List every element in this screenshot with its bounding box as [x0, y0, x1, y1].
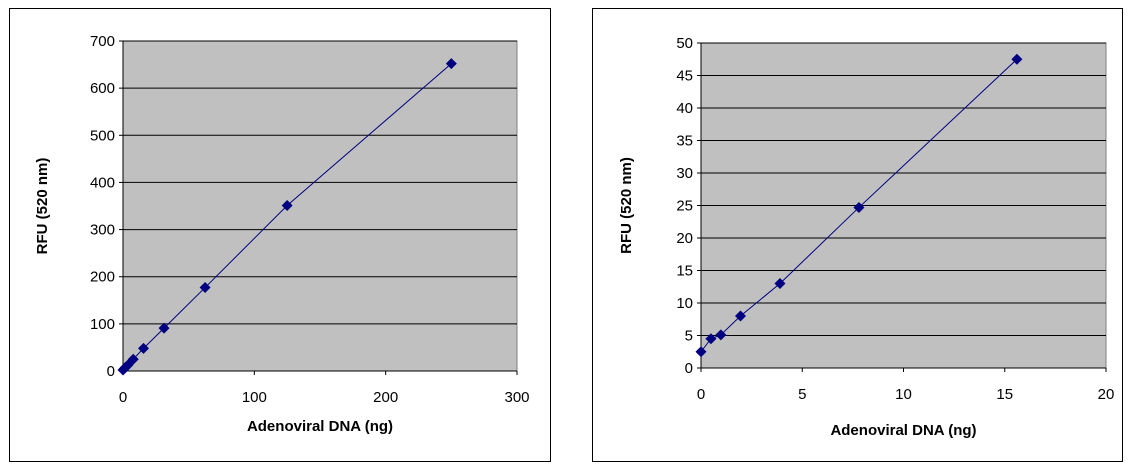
chart-left-svg: 0 100 200 300 400 500 600 700 0 100 200 300 Adenovir…: [34, 33, 530, 435]
left-data-point: [137, 342, 149, 354]
left-data-point: [445, 58, 457, 70]
left-y-tick-label: 0: [107, 363, 115, 380]
left-x-tick-label: 200: [373, 389, 398, 406]
left-x-tick-label: 0: [119, 389, 127, 406]
right-data-point: [695, 346, 707, 358]
right-y-tick-label: 40: [676, 100, 693, 117]
right-data-point: [734, 310, 746, 322]
left-data-point: [127, 353, 139, 365]
right-data-point: [774, 278, 786, 289]
right-data-point: [853, 201, 865, 213]
right-y-tick-label: 50: [676, 35, 693, 52]
right-x-tick-label: 0: [697, 386, 705, 403]
right-y-tick-label: 25: [676, 198, 693, 215]
chart-right-svg: 0 5 10 15 20 25 30 35 40 45 50 0 5 10 15 20 Adenoviral D…: [618, 35, 1115, 439]
left-plot-area: [122, 40, 518, 372]
left-x-tick-label: 300: [504, 389, 529, 406]
right-x-tick-label: 15: [996, 386, 1013, 403]
right-y-tick-label: 10: [676, 295, 693, 312]
right-y-tick-label: 45: [676, 68, 693, 85]
right-data-point: [705, 333, 717, 345]
left-data-point: [281, 200, 293, 212]
right-y-tick-label: 15: [676, 263, 693, 280]
left-data-point: [199, 282, 211, 294]
left-y-tick-label: 400: [90, 174, 115, 191]
right-data-point: [1011, 53, 1023, 65]
right-y-tick-label: 0: [685, 360, 693, 377]
right-y-tick-label: 20: [676, 230, 693, 247]
chart-left: 0 100 200 300 400 500 600 700 0 100 200 300 Adenovir…: [9, 8, 551, 462]
left-y-tick-label: 200: [90, 269, 115, 286]
right-y-tick-label: 5: [685, 328, 693, 345]
left-y-tick-label: 100: [90, 316, 115, 333]
right-x-tick-label: 20: [1098, 386, 1115, 403]
right-y-axis-title: RFU (520 nm): [618, 157, 635, 254]
left-y-tick-label: 600: [90, 80, 115, 97]
right-x-axis-title: Adenoviral DNA (ng): [830, 422, 976, 439]
right-x-tick-label: 10: [895, 386, 912, 403]
chart-right: 0 5 10 15 20 25 30 35 40 45 50 0 5 10 15 20 Adenoviral D…: [592, 8, 1123, 462]
right-y-tick-label: 30: [676, 165, 693, 182]
left-data-point: [158, 322, 170, 334]
left-x-tick-label: 100: [242, 389, 267, 406]
left-y-tick-label: 300: [90, 222, 115, 239]
right-x-tick-label: 5: [798, 386, 806, 403]
left-y-tick-label: 500: [90, 127, 115, 144]
left-data-point: [122, 359, 134, 371]
right-y-tick-label: 35: [676, 133, 693, 150]
left-y-axis-title: RFU (520 nm): [34, 158, 51, 255]
left-x-axis-title: Adenoviral DNA (ng): [247, 418, 393, 435]
right-data-point: [715, 329, 727, 341]
left-y-tick-label: 700: [90, 33, 115, 50]
